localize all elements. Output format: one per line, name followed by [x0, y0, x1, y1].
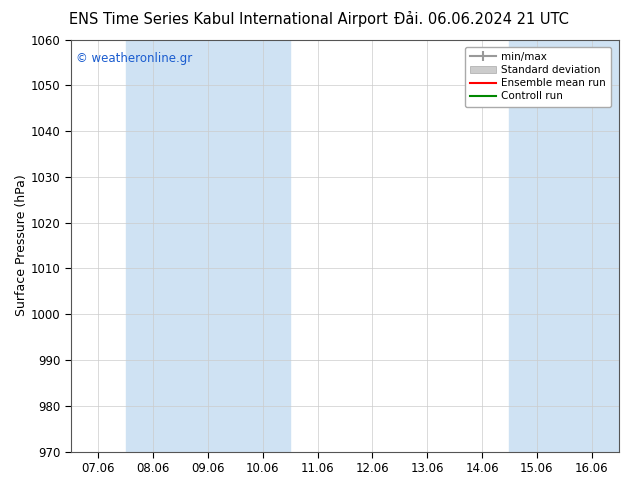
- Text: © weatheronline.gr: © weatheronline.gr: [77, 52, 193, 65]
- Text: ENS Time Series Kabul International Airport: ENS Time Series Kabul International Airp…: [69, 12, 387, 27]
- Text: Đải. 06.06.2024 21 UTC: Đải. 06.06.2024 21 UTC: [394, 12, 569, 27]
- Legend: min/max, Standard deviation, Ensemble mean run, Controll run: min/max, Standard deviation, Ensemble me…: [465, 47, 611, 107]
- Bar: [509, 40, 619, 452]
- Bar: [126, 40, 290, 452]
- Y-axis label: Surface Pressure (hPa): Surface Pressure (hPa): [15, 175, 28, 317]
